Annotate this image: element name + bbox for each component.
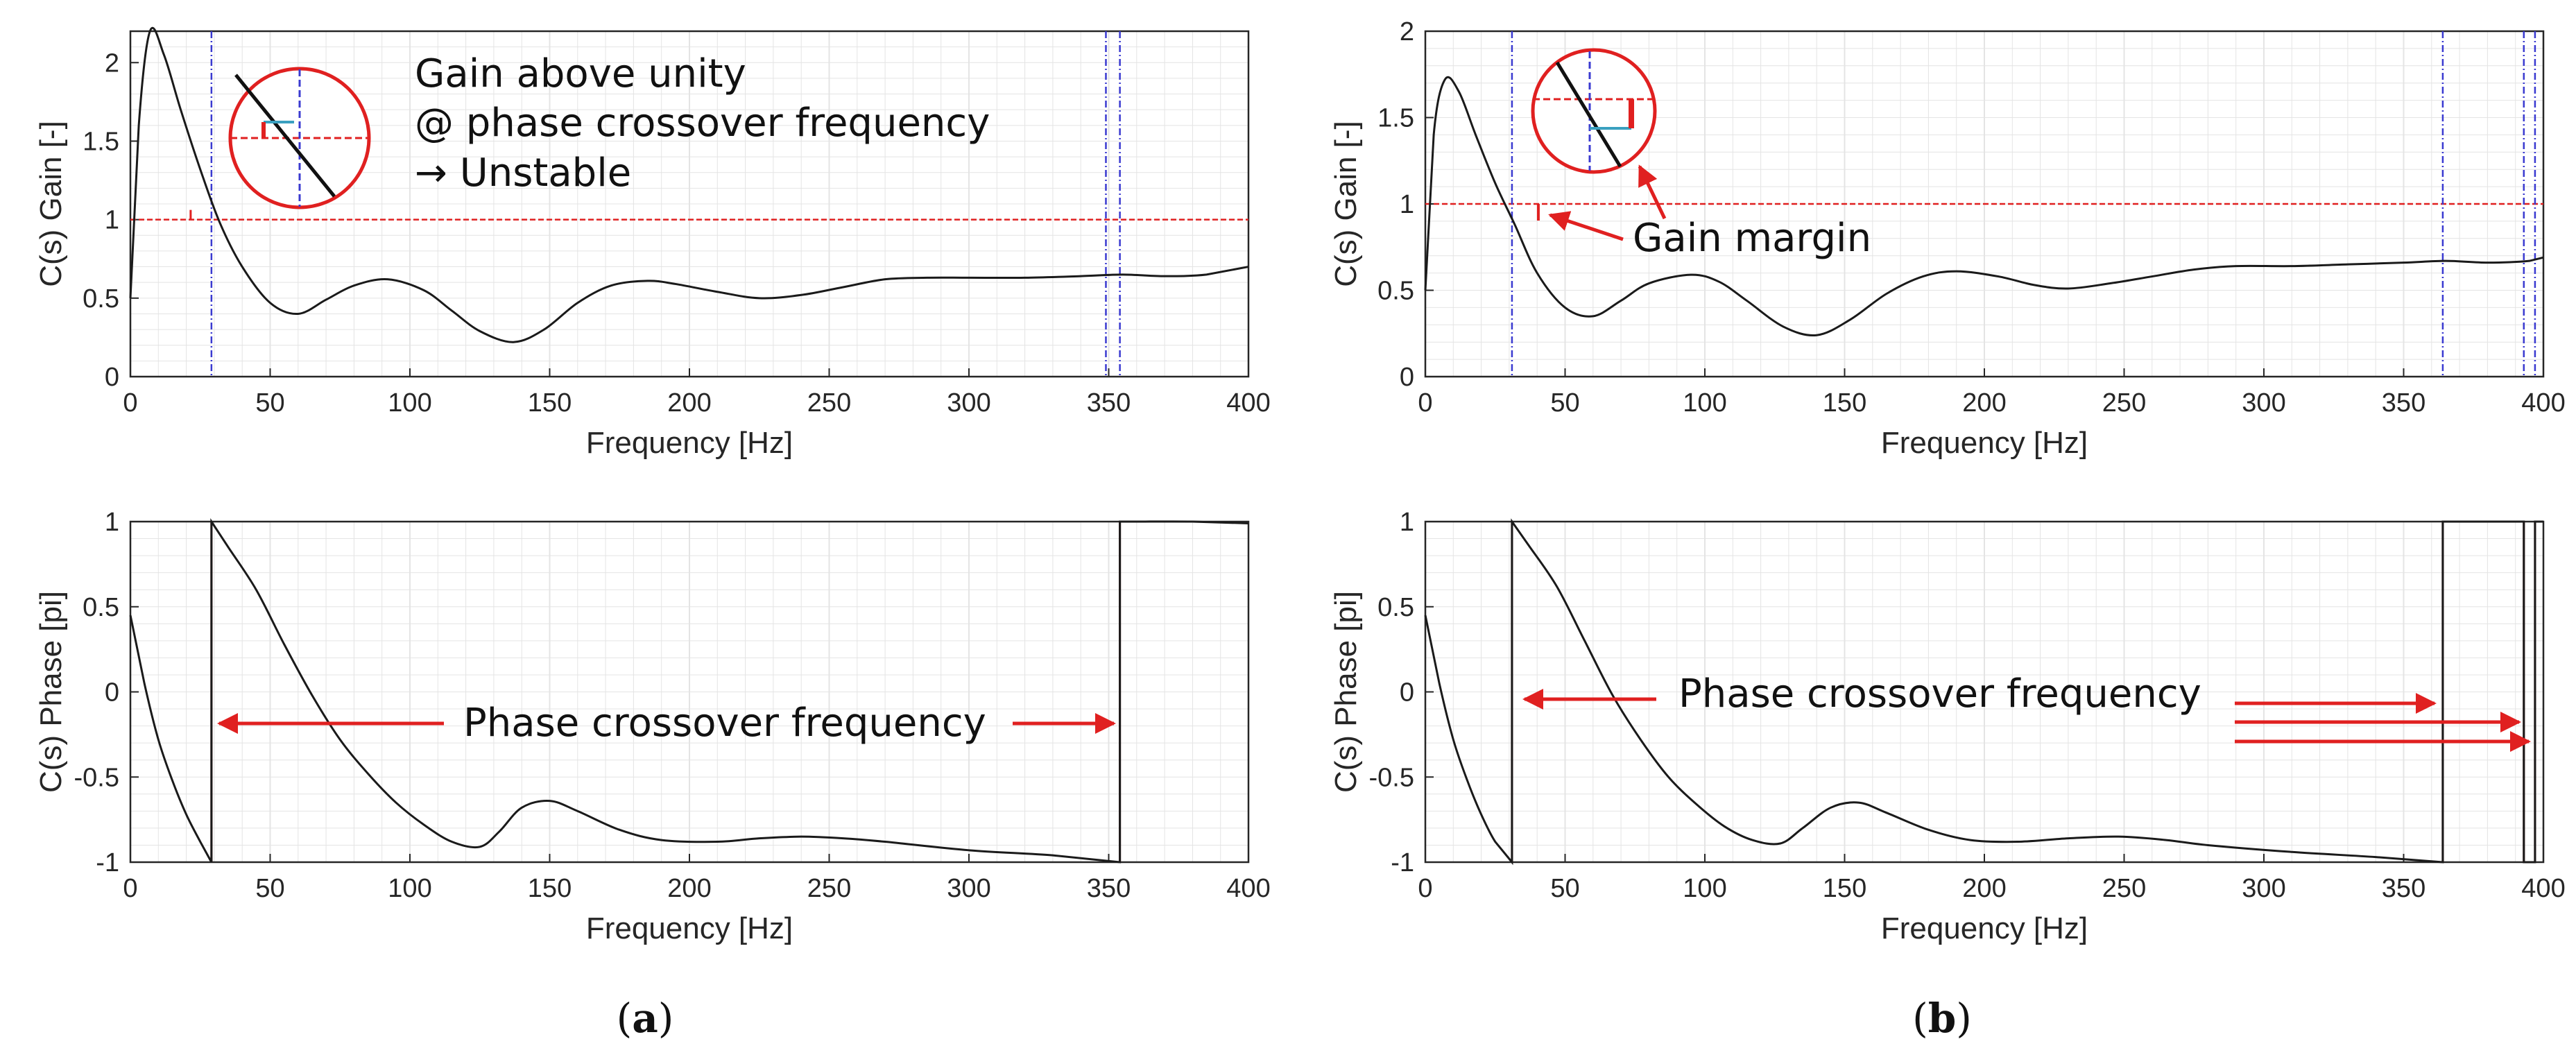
y-tick-label: 0.5 [1377,277,1414,306]
y-tick-label: 1.5 [1377,104,1414,133]
x-tick-label: 300 [2242,388,2285,418]
zoom-circle-b [1531,48,1657,174]
panel-label-b-close: ) [1956,995,1972,1042]
x-tick-label: 300 [2242,874,2285,903]
x-tick-label: 350 [1087,874,1131,903]
x-axis-label: Frequency [Hz] [1881,911,2088,945]
x-axis-label: Frequency [Hz] [586,911,793,945]
x-axis-label: Frequency [Hz] [1881,426,2088,460]
x-tick-label: 100 [388,388,431,418]
x-tick-label: 0 [123,874,137,903]
x-tick-label: 0 [123,388,137,418]
x-tick-label: 50 [1550,388,1579,418]
zoom-gain-curve-a [234,74,336,198]
y-tick-label: -0.5 [1369,763,1414,792]
x-tick-label: 0 [1418,388,1432,418]
y-tick-label: 0 [1400,678,1414,707]
panel-label-a: (a) [617,995,674,1042]
y-axis-label: C(s) Phase [pi] [34,591,68,793]
y-tick-label: -1 [1391,848,1414,877]
gain-margin-inset-arrow [1638,164,1667,220]
annotation-phase-crossover-b: Phase crossover frequency [1678,671,2201,717]
y-tick-label: 0.5 [83,284,119,314]
y-axis-label: C(s) Phase [pi] [1329,591,1363,793]
y-tick-label: 1 [105,206,119,235]
annotation-unstable: → Unstable [415,151,631,196]
x-tick-label: 250 [2102,874,2146,903]
zoom-inset-a [228,67,371,209]
x-tick-label: 100 [388,874,431,903]
annotation-phase-crossover: @ phase crossover frequency [415,101,990,146]
y-tick-label: 1.5 [83,127,119,156]
x-tick-label: 50 [1550,874,1579,903]
x-tick-label: 50 [255,874,284,903]
y-tick-label: 1 [105,508,119,537]
x-tick-label: 150 [1823,874,1866,903]
y-tick-label: 0 [1400,363,1414,392]
x-tick-label: 300 [947,388,990,418]
x-tick-label: 250 [807,874,851,903]
x-tick-label: 150 [528,388,572,418]
x-tick-label: 250 [807,388,851,418]
panel-label-a-open: ( [617,995,633,1042]
panel-label-b-open: ( [1912,995,1928,1042]
series-line-phase [129,517,1249,864]
zoom-gain-curve-b [1555,61,1622,168]
y-tick-label: 1 [1400,190,1414,219]
y-tick-label: 0.5 [1377,593,1414,622]
x-tick-label: 350 [1087,388,1131,418]
chart-b-gain: 0 50 100 150 200 250 300 350 400 0 0.5 1 1.5 2 Frequen… [1329,17,2566,460]
y-tick-label: 1 [1400,508,1414,537]
gain-margin-arrow [1548,211,1624,241]
panel-label-b: (b) [1912,995,1972,1042]
chart-a-phase: 0 50 100 150 200 250 300 350 400 -1 -0.5 0 0.5 1 Frequ… [34,508,1271,945]
x-axis-label: Frequency [Hz] [586,426,793,460]
x-tick-label: 350 [2382,388,2425,418]
zoom-inset-b [1531,48,1657,174]
panel-label-a-close: ) [658,995,674,1042]
x-tick-label: 350 [2382,874,2425,903]
x-tick-label: 0 [1418,874,1432,903]
y-tick-label: 2 [105,49,119,78]
x-tick-label: 100 [1683,388,1726,418]
annotation-phase-crossover-a: Phase crossover frequency [463,701,986,746]
series-line-phase [1424,518,2543,866]
y-tick-label: -0.5 [74,763,119,792]
x-tick-label: 400 [2521,388,2565,418]
x-tick-label: 50 [255,388,284,418]
series-line-gain [1424,76,2544,337]
y-tick-label: 0.5 [83,593,119,622]
annotation-gain-margin: Gain margin [1633,216,1871,261]
y-axis-label: C(s) Gain [-] [1329,121,1363,287]
x-tick-label: 200 [1962,388,2006,418]
x-tick-label: 200 [1962,874,2006,903]
annotation-gain-above-unity: Gain above unity [415,51,746,96]
y-tick-label: 0 [105,678,119,707]
y-tick-label: 0 [105,363,119,392]
x-tick-label: 400 [1226,388,1270,418]
x-tick-label: 150 [528,874,572,903]
y-axis-label: C(s) Gain [-] [34,121,68,287]
series-line-gain [129,26,1249,343]
x-tick-label: 150 [1823,388,1866,418]
x-tick-label: 300 [947,874,990,903]
chart-b-phase: 0 50 100 150 200 250 300 350 400 -1 -0.5 0 0.5 1 Frequ… [1329,508,2566,945]
x-tick-label: 200 [667,874,711,903]
x-tick-label: 250 [2102,388,2146,418]
x-tick-label: 400 [2521,874,2565,903]
panel-label-a-letter: a [632,995,658,1042]
x-tick-label: 200 [667,388,711,418]
y-tick-label: 2 [1400,17,1414,46]
x-tick-label: 100 [1683,874,1726,903]
x-tick-label: 400 [1226,874,1270,903]
panel-label-b-letter: b [1928,995,1957,1042]
y-tick-label: -1 [96,848,119,877]
